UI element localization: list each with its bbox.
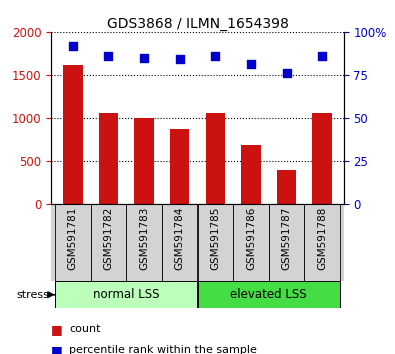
- Text: percentile rank within the sample: percentile rank within the sample: [69, 346, 257, 354]
- Bar: [63, 65, 83, 204]
- Text: normal LSS: normal LSS: [93, 288, 160, 301]
- Text: stress: stress: [17, 290, 49, 300]
- Bar: [55, 281, 198, 308]
- Text: GSM591787: GSM591787: [282, 207, 292, 270]
- Text: GSM591788: GSM591788: [317, 207, 327, 270]
- Bar: [277, 170, 296, 204]
- Text: ■: ■: [51, 323, 63, 336]
- Bar: [55, 204, 90, 281]
- Bar: [198, 204, 233, 281]
- Bar: [99, 113, 118, 204]
- Text: elevated LSS: elevated LSS: [230, 288, 307, 301]
- Text: count: count: [69, 324, 101, 334]
- Bar: [205, 113, 225, 204]
- Point: [177, 57, 183, 62]
- Bar: [269, 204, 305, 281]
- Bar: [312, 113, 332, 204]
- Point: [105, 53, 111, 59]
- Text: GSM591785: GSM591785: [210, 207, 220, 270]
- Bar: [233, 204, 269, 281]
- Bar: [305, 204, 340, 281]
- Point: [284, 70, 290, 76]
- Point: [248, 62, 254, 67]
- Bar: [126, 204, 162, 281]
- Point: [319, 53, 325, 59]
- Text: ■: ■: [51, 344, 63, 354]
- Bar: [241, 145, 261, 204]
- Bar: [170, 129, 190, 204]
- Bar: [90, 204, 126, 281]
- Text: GSM591786: GSM591786: [246, 207, 256, 270]
- Bar: [134, 118, 154, 204]
- Point: [70, 43, 76, 48]
- Text: GSM591782: GSM591782: [103, 207, 113, 270]
- Text: GSM591781: GSM591781: [68, 207, 78, 270]
- Text: GSM591784: GSM591784: [175, 207, 185, 270]
- Bar: [162, 204, 198, 281]
- Point: [141, 55, 147, 61]
- Text: GSM591783: GSM591783: [139, 207, 149, 270]
- Title: GDS3868 / ILMN_1654398: GDS3868 / ILMN_1654398: [107, 17, 288, 31]
- Bar: [198, 281, 340, 308]
- Point: [212, 53, 218, 59]
